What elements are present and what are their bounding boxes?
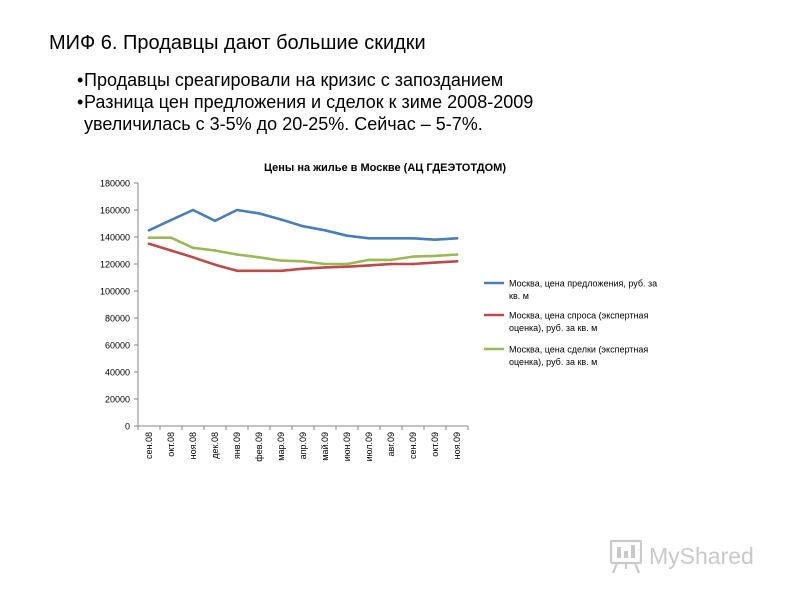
- data-point-s1: [323, 229, 327, 232]
- data-point-s3: [235, 253, 239, 256]
- x-tick-label: окт.08: [166, 432, 176, 457]
- bullet-marker: •: [77, 70, 84, 90]
- x-tick-label: авг.09: [386, 432, 396, 456]
- data-point-s2: [433, 261, 437, 264]
- series-line-1: [147, 208, 459, 241]
- data-point-s2: [411, 262, 415, 266]
- y-tick-label: 160000: [100, 206, 130, 216]
- data-point-s2: [257, 269, 261, 273]
- data-point-s2: [389, 262, 393, 266]
- data-point-s1: [411, 237, 415, 240]
- x-tick-label: июн.09: [342, 432, 352, 461]
- data-point-s2: [301, 267, 305, 271]
- legend-label-3: оценка), руб. за кв. м: [509, 357, 597, 367]
- bullet-text: Продавцы среагировали на кризис с запозд…: [84, 70, 504, 90]
- y-tick-label: 80000: [105, 314, 130, 324]
- y-tick-label: 20000: [105, 395, 130, 405]
- data-point-s1: [147, 229, 151, 232]
- x-tick-label: окт.09: [430, 432, 440, 457]
- bullet-item: • Разница цен предложения и сделок к зим…: [77, 91, 644, 135]
- data-point-s3: [147, 236, 151, 239]
- x-tick-label: сен.08: [144, 432, 154, 459]
- y-tick-label: 180000: [100, 179, 130, 189]
- data-point-s1: [389, 237, 393, 240]
- data-point-s2: [191, 255, 195, 259]
- data-point-s3: [213, 249, 217, 252]
- data-point-s1: [257, 212, 261, 215]
- y-tick-label: 100000: [100, 287, 130, 297]
- data-point-s3: [301, 260, 305, 263]
- bullet-item: • Продавцы среагировали на кризис с запо…: [77, 69, 644, 91]
- x-tick-label: ноя.09: [452, 432, 462, 459]
- data-point-s3: [169, 236, 173, 239]
- legend-label-1: кв. м: [509, 291, 529, 301]
- x-tick-label: сен.09: [408, 432, 418, 459]
- data-point-s3: [345, 262, 349, 266]
- data-point-s2: [279, 269, 283, 273]
- y-tick-label: 0: [125, 422, 130, 432]
- x-tick-label: янв.09: [232, 432, 242, 459]
- slide-title: МИФ 6. Продавцы дают большие скидки: [49, 32, 426, 54]
- legend-label-2: Москва, цена спроса (экспертная: [509, 311, 649, 321]
- data-point-s2: [235, 269, 239, 273]
- data-point-s2: [147, 242, 151, 246]
- x-tick-label: ноя.08: [188, 432, 198, 459]
- data-point-s2: [345, 265, 349, 269]
- bullet-list: • Продавцы среагировали на кризис с запо…: [77, 69, 644, 135]
- data-point-s3: [279, 259, 283, 262]
- data-point-s1: [191, 208, 195, 212]
- y-tick-label: 40000: [105, 368, 130, 378]
- x-tick-label: май.09: [320, 432, 330, 461]
- x-tick-label: июл.09: [364, 432, 374, 461]
- data-point-s2: [323, 266, 327, 269]
- x-tick-label: дек.08: [210, 432, 220, 459]
- data-point-s1: [455, 237, 459, 240]
- data-point-s3: [257, 255, 261, 259]
- data-point-s1: [279, 218, 283, 221]
- y-tick-label: 120000: [100, 260, 130, 270]
- legend-label-1: Москва, цена предложения, руб. за: [509, 279, 657, 289]
- data-point-s3: [455, 253, 459, 256]
- data-point-s3: [367, 258, 371, 262]
- data-point-s3: [411, 255, 415, 258]
- chart-title: Цены на жилье в Москве (АЦ ГДЕЭТОТДОМ): [264, 162, 506, 174]
- x-tick-label: фев.09: [254, 432, 264, 462]
- legend-label-3: Москва, цена сделки (экспертная: [509, 345, 648, 355]
- presentation-board-icon: [609, 539, 643, 574]
- data-point-s3: [433, 254, 437, 258]
- y-tick-label: 140000: [100, 233, 130, 243]
- data-point-s2: [455, 260, 459, 263]
- bullet-marker: •: [77, 92, 84, 112]
- data-point-s2: [367, 264, 371, 267]
- x-tick-label: апр.09: [298, 432, 308, 459]
- bullet-text: Разница цен предложения и сделок к зиме …: [84, 92, 534, 134]
- data-point-s3: [323, 262, 327, 266]
- data-point-s2: [213, 263, 217, 267]
- data-point-s1: [301, 224, 305, 228]
- watermark: MyShared: [607, 535, 777, 580]
- watermark-text: MyShared: [649, 543, 754, 569]
- legend-label-2: оценка), руб. за кв. м: [509, 323, 597, 333]
- watermark-graphic: MyShared: [609, 539, 754, 574]
- x-tick-label: мар.09: [276, 432, 286, 461]
- data-point-s3: [191, 246, 195, 250]
- y-tick-label: 60000: [105, 341, 130, 351]
- data-point-s1: [235, 208, 239, 212]
- data-point-s2: [169, 249, 173, 252]
- data-point-s1: [345, 234, 349, 237]
- data-point-s1: [213, 219, 217, 223]
- data-point-s1: [433, 238, 437, 241]
- data-point-s3: [389, 258, 393, 262]
- data-point-s1: [367, 237, 371, 240]
- data-point-s1: [169, 218, 173, 222]
